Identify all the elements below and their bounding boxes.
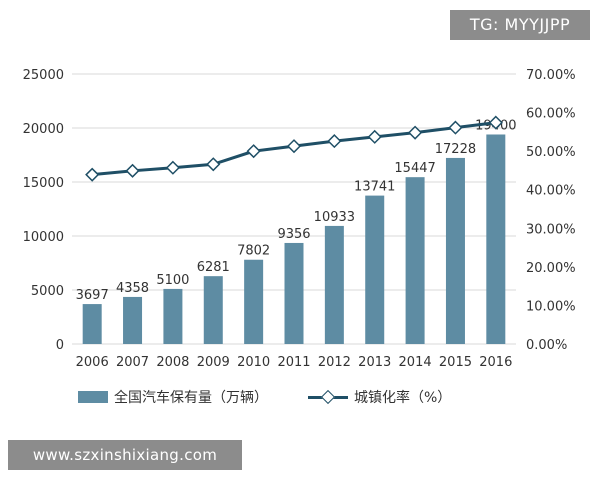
y-right-tick-label: 0.00% <box>526 338 567 353</box>
legend-item-bar: 全国汽车保有量（万辆） <box>78 387 268 407</box>
line-point <box>286 139 302 154</box>
y-right-tick-label: 60.00% <box>526 107 576 122</box>
x-tick-label: 2010 <box>237 355 270 370</box>
chart-panel: 0 5000 10000 15000 20000 25000 0.00% 10.00% 20.0… <box>8 44 592 416</box>
y-left-tick-label: 25000 <box>23 68 64 83</box>
bar <box>365 195 385 344</box>
line-point <box>367 129 382 144</box>
y-right-tick-label: 10.00% <box>526 299 576 314</box>
bar-value-label: 7802 <box>237 244 270 259</box>
bar-value-label: 3697 <box>76 288 109 303</box>
x-tick-label: 2011 <box>277 355 310 370</box>
chart-legend: 全国汽车保有量（万辆） 城镇化率（%） <box>78 386 491 408</box>
y-right-tick-label: 30.00% <box>526 222 576 237</box>
line-point <box>327 134 342 149</box>
y-left-tick-label: 5000 <box>31 284 64 299</box>
y-left-tick-label: 15000 <box>23 176 64 191</box>
line-point <box>408 125 423 140</box>
watermark-bottom: www.szxinshixiang.com <box>8 440 242 470</box>
line-point <box>488 115 503 130</box>
line-point <box>448 120 463 135</box>
bar-value-label: 15447 <box>394 161 435 176</box>
legend-bar-label: 全国汽车保有量（万辆） <box>114 390 268 406</box>
y-left-tick-label: 0 <box>56 338 64 353</box>
x-tick-label: 2012 <box>318 355 351 370</box>
x-tick-label: 2013 <box>358 355 391 370</box>
line-point <box>206 157 221 172</box>
bar-value-label: 6281 <box>197 260 230 275</box>
x-tick-label: 2006 <box>76 355 109 370</box>
bar <box>284 242 304 344</box>
legend-item-line: 城镇化率（%） <box>308 387 451 407</box>
line-point <box>85 167 100 182</box>
x-tick-label: 2016 <box>479 355 512 370</box>
bar <box>445 157 465 344</box>
bar <box>405 177 425 344</box>
x-tick-label: 2014 <box>399 355 432 370</box>
line-point <box>125 163 140 178</box>
bar <box>163 288 183 344</box>
bar-value-label: 5100 <box>156 273 189 288</box>
bar <box>203 276 223 344</box>
x-tick-label: 2007 <box>116 355 149 370</box>
y-right-tick-label: 50.00% <box>526 145 576 160</box>
y-left-tick-label: 20000 <box>23 122 64 137</box>
bar <box>324 225 344 344</box>
y-right-tick-label: 40.00% <box>526 184 576 199</box>
bar-value-label: 9356 <box>277 227 310 242</box>
y-right-tick-label: 70.00% <box>526 68 576 83</box>
y-left-tick-label: 10000 <box>23 230 64 245</box>
x-tick-label: 2015 <box>439 355 472 370</box>
bar-value-label: 13741 <box>354 180 395 195</box>
bar <box>486 134 506 344</box>
legend-bar-swatch <box>78 391 108 403</box>
x-tick-label: 2008 <box>156 355 189 370</box>
y-right-tick-label: 20.00% <box>526 261 576 276</box>
combo-chart: 0 5000 10000 15000 20000 25000 0.00% 10.00% 20.0… <box>23 68 576 370</box>
legend-line-swatch <box>308 389 348 405</box>
bar <box>123 296 143 344</box>
line-point <box>165 160 180 175</box>
bar-value-label: 10933 <box>314 210 355 225</box>
bar <box>244 259 264 344</box>
line-point <box>246 144 261 159</box>
x-tick-label: 2009 <box>197 355 230 370</box>
bar <box>82 304 102 344</box>
legend-line-label: 城镇化率（%） <box>354 390 452 406</box>
bar-value-label: 4358 <box>116 281 149 296</box>
bar-value-label: 17228 <box>435 142 476 157</box>
watermark-top: TG: MYYJJPP <box>450 10 590 40</box>
